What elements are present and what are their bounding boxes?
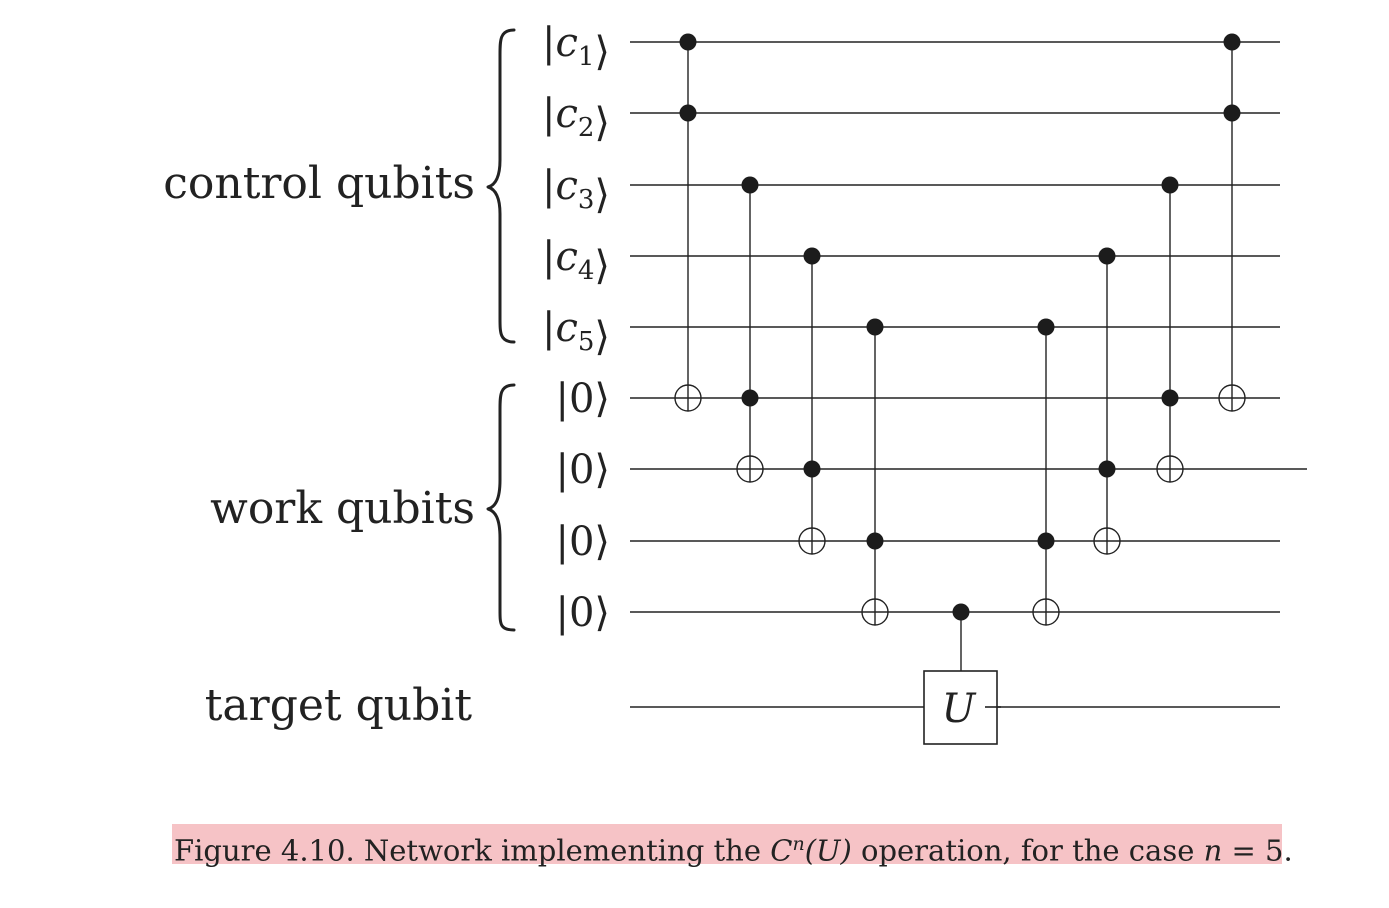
gate-8 bbox=[1218, 33, 1246, 412]
ket-label-6: |0⟩ bbox=[555, 447, 610, 493]
gate-5 bbox=[1032, 318, 1060, 626]
gates: U bbox=[674, 33, 1246, 745]
u-gate-box bbox=[923, 670, 998, 745]
caption-n: n bbox=[1203, 833, 1223, 868]
caption-sup: n bbox=[792, 833, 805, 855]
control-dot bbox=[1098, 460, 1116, 478]
figure-caption: Figure 4.10. Network implementing the Cn… bbox=[174, 824, 1293, 868]
control-dot bbox=[1161, 176, 1179, 194]
caption-highlight bbox=[172, 824, 1282, 864]
control-dot bbox=[1161, 389, 1179, 407]
ket-label-3: |c4⟩ bbox=[542, 234, 610, 289]
ket-label-2: |c3⟩ bbox=[542, 163, 610, 218]
caption-prefix: Figure 4.10. Network implementing the bbox=[174, 833, 771, 868]
control-dot bbox=[952, 603, 970, 621]
ket-label-8: |0⟩ bbox=[555, 590, 610, 636]
ket-label-0: |c1⟩ bbox=[542, 20, 610, 75]
gate-1 bbox=[736, 176, 764, 483]
target-qubit-label: target qubit bbox=[205, 680, 473, 731]
control-dot bbox=[803, 247, 821, 265]
control-dot bbox=[741, 176, 759, 194]
caption-op: C bbox=[770, 833, 793, 868]
caption-middle: operation, for the case bbox=[851, 833, 1204, 868]
ket-label-4: |c5⟩ bbox=[542, 305, 610, 360]
gate-4: U bbox=[923, 603, 1001, 745]
control-dot bbox=[741, 389, 759, 407]
gate-7 bbox=[1156, 176, 1184, 483]
ket-labels: |c1⟩ |c2⟩ |c3⟩ |c4⟩ |c5⟩ |0⟩ |0⟩ |0⟩ |0⟩ bbox=[542, 20, 610, 636]
control-qubits-brace bbox=[486, 28, 516, 344]
u-gate-label: U bbox=[942, 686, 977, 732]
gate-0 bbox=[674, 33, 702, 412]
caption-arg: (U) bbox=[804, 833, 852, 868]
ket-label-5: |0⟩ bbox=[555, 376, 610, 422]
control-dot bbox=[679, 33, 697, 51]
work-qubits-label: work qubits bbox=[210, 483, 475, 534]
work-qubits-brace bbox=[486, 383, 516, 632]
control-qubits-label: control qubits bbox=[163, 158, 475, 209]
control-dot bbox=[866, 318, 884, 336]
control-dot bbox=[803, 460, 821, 478]
control-dot bbox=[1037, 318, 1055, 336]
gate-2 bbox=[798, 247, 826, 555]
control-dot bbox=[1098, 247, 1116, 265]
group-labels: control qubits work qubits target qubit bbox=[163, 158, 475, 731]
group-braces bbox=[486, 28, 516, 632]
ket-label-1: |c2⟩ bbox=[542, 91, 610, 146]
control-dot bbox=[679, 104, 697, 122]
qubit-wires bbox=[630, 41, 1307, 708]
caption-equals: = 5. bbox=[1222, 833, 1293, 868]
control-dot bbox=[1223, 33, 1241, 51]
ket-label-7: |0⟩ bbox=[555, 519, 610, 565]
control-dot bbox=[1223, 104, 1241, 122]
gate-6 bbox=[1093, 247, 1121, 555]
gate-3 bbox=[861, 318, 889, 626]
control-dot bbox=[1037, 532, 1055, 550]
control-dot bbox=[866, 532, 884, 550]
